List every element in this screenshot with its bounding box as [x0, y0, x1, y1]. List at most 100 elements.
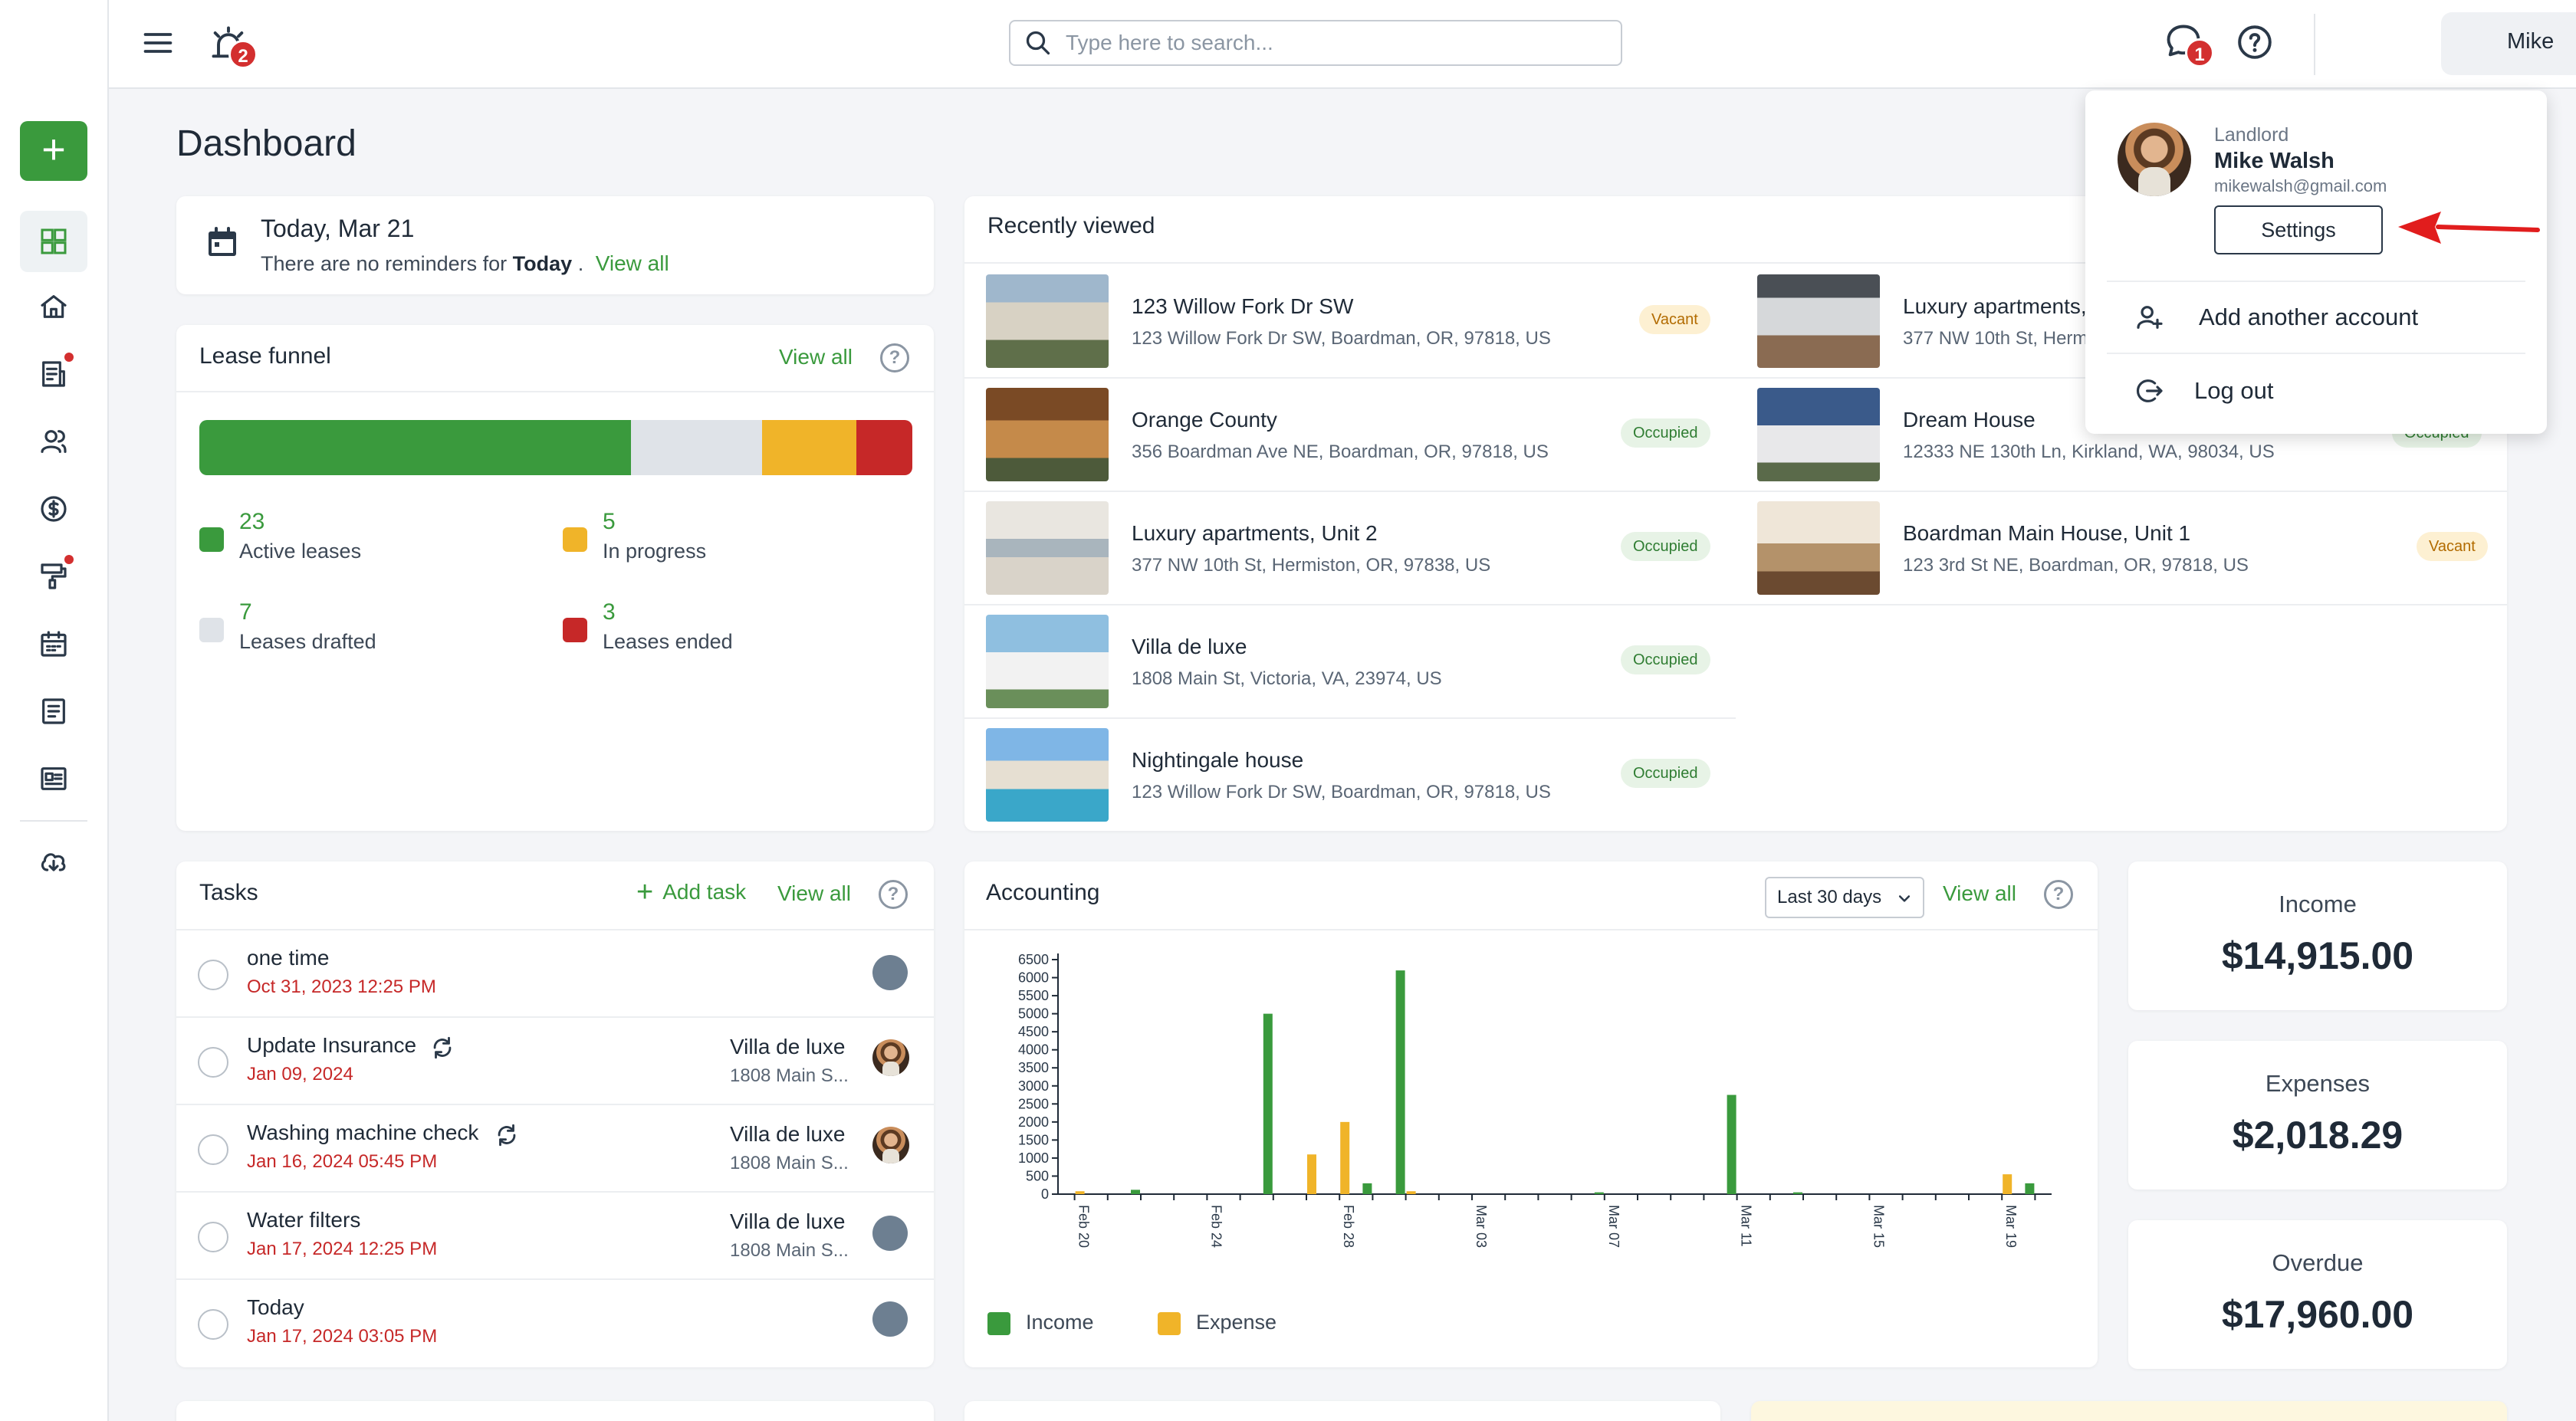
- expenses-stat-card[interactable]: Expenses $2,018.29: [2128, 1041, 2507, 1190]
- logout-menu-item[interactable]: Log out: [2107, 356, 2525, 426]
- task-row[interactable]: one time Oct 31, 2023 12:25 PM: [176, 930, 943, 1017]
- accounting-view-all-link[interactable]: View all: [1943, 881, 2016, 905]
- divider: [2107, 281, 2525, 282]
- income-label: Income: [2279, 891, 2357, 917]
- assignee-avatar: [872, 1301, 908, 1337]
- legend-swatch-in-progress: [563, 527, 587, 552]
- property-name: Nightingale house: [1132, 748, 1304, 772]
- task-checkbox[interactable]: [198, 1047, 228, 1078]
- logout-icon: [2137, 379, 2163, 402]
- status-badge: Occupied: [1621, 759, 1710, 788]
- search-bar[interactable]: [1009, 20, 1622, 66]
- status-badge: Occupied: [1621, 532, 1710, 561]
- income-value: $14,915.00: [2221, 934, 2414, 977]
- chat-icon[interactable]: 1: [2164, 21, 2214, 67]
- property-photo: [986, 728, 1109, 822]
- overdue-stat-card[interactable]: Overdue $17,960.00: [2128, 1220, 2507, 1369]
- tasks-view-all-link[interactable]: View all: [777, 881, 851, 905]
- reminders-view-all-link[interactable]: View all: [595, 251, 669, 275]
- nav-people[interactable]: [29, 417, 78, 466]
- funnel-segment-drafted[interactable]: [630, 420, 763, 475]
- recurring-icon: [429, 1035, 455, 1065]
- legend-income-label: Income: [1026, 1311, 1094, 1334]
- divider: [1736, 491, 2507, 492]
- task-title: Update Insurance: [247, 1033, 417, 1057]
- property-address: 12333 NE 130th Ln, Kirkland, WA, 98034, …: [1903, 441, 2275, 462]
- recent-property-item[interactable]: Luxury apartments, 377 NW 10th St, Herm: [1736, 265, 2507, 379]
- menu-icon[interactable]: [141, 26, 175, 64]
- task-date: Jan 16, 2024 05:45 PM: [247, 1151, 438, 1172]
- task-title: Water filters: [247, 1208, 361, 1232]
- property-photo: [986, 388, 1109, 481]
- task-property-address: 1808 Main S...: [730, 1153, 849, 1173]
- leases-ended-count[interactable]: 3: [603, 599, 616, 625]
- leases-drafted-count[interactable]: 7: [239, 599, 252, 625]
- dashboard-icon: [41, 228, 67, 254]
- lease-funnel-help-icon[interactable]: ?: [880, 343, 909, 372]
- account-role: Landlord: [2214, 124, 2289, 146]
- income-stat-card[interactable]: Income $14,915.00: [2128, 861, 2507, 1010]
- task-checkbox[interactable]: [198, 960, 228, 990]
- nav-leases[interactable]: [29, 350, 78, 399]
- nav-listings[interactable]: [29, 754, 78, 803]
- active-leases-count[interactable]: 23: [239, 509, 265, 534]
- settings-button[interactable]: Settings: [2214, 205, 2383, 254]
- nav-reports[interactable]: [29, 687, 78, 736]
- search-input[interactable]: [1066, 31, 1602, 55]
- help-icon[interactable]: [2236, 23, 2274, 65]
- divider: [176, 1191, 934, 1193]
- assignee-avatar: [872, 955, 908, 990]
- nav-properties[interactable]: [29, 282, 78, 331]
- recent-property-item[interactable]: Orange County 356 Boardman Ave NE, Board…: [964, 379, 1736, 492]
- nav-calendar[interactable]: [29, 619, 78, 668]
- tasks-help-icon[interactable]: ?: [879, 880, 908, 909]
- add-account-menu-item[interactable]: Add another account: [2107, 282, 2525, 353]
- funnel-segment-active[interactable]: [199, 420, 631, 475]
- task-row[interactable]: Water filters Jan 17, 2024 12:25 PM Vill…: [176, 1193, 943, 1279]
- funnel-segment-ended[interactable]: [856, 420, 912, 475]
- nav-accounting[interactable]: [29, 484, 78, 533]
- lease-funnel-view-all-link[interactable]: View all: [779, 345, 853, 369]
- recent-property-item[interactable]: 123 Willow Fork Dr SW 123 Willow Fork Dr…: [964, 265, 1736, 379]
- partial-card: [1751, 1401, 2507, 1421]
- task-row[interactable]: Update Insurance Jan 09, 2024 Villa de l…: [176, 1018, 943, 1104]
- document-building-icon: [42, 361, 65, 387]
- topbar-divider: [2314, 14, 2315, 75]
- task-checkbox[interactable]: [198, 1222, 228, 1252]
- task-row[interactable]: Washing machine check Jan 16, 2024 05:45…: [176, 1105, 943, 1192]
- user-menu-button[interactable]: Mike: [2441, 12, 2576, 75]
- date-range-value: Last 30 days: [1777, 887, 1882, 907]
- recent-property-item[interactable]: Villa de luxe 1808 Main St, Victoria, VA…: [964, 605, 1736, 719]
- nav-maintenance[interactable]: [29, 552, 78, 601]
- divider: [1736, 604, 2507, 605]
- reminders-card: Today, Mar 21 There are no reminders for…: [176, 196, 934, 294]
- property-address: 123 Willow Fork Dr SW, Boardman, OR, 978…: [1132, 328, 1551, 349]
- tasks-card: Tasks + Add task View all ? one time Oct…: [176, 861, 934, 1367]
- task-checkbox[interactable]: [198, 1309, 228, 1340]
- y-tick-label: 0: [1041, 1186, 1049, 1202]
- y-tick-label: 2000: [1018, 1114, 1049, 1130]
- recurring-icon: [494, 1122, 520, 1152]
- nav-dashboard[interactable]: [20, 211, 87, 272]
- notification-dot: [64, 555, 74, 564]
- accounting-help-icon[interactable]: ?: [2044, 880, 2073, 909]
- funnel-segment-in-progress[interactable]: [762, 420, 856, 475]
- recent-property-item[interactable]: Luxury apartments, Unit 2 377 NW 10th St…: [964, 492, 1736, 605]
- overdue-label: Overdue: [2272, 1249, 2364, 1276]
- in-progress-count[interactable]: 5: [603, 509, 616, 534]
- task-row[interactable]: Today Jan 17, 2024 03:05 PM: [176, 1280, 943, 1367]
- add-new-button[interactable]: +: [20, 121, 87, 181]
- divider: [964, 717, 1736, 719]
- divider: [176, 929, 934, 930]
- expense-bar: [2003, 1174, 2013, 1194]
- add-task-button[interactable]: + Add task: [636, 878, 746, 907]
- nav-download[interactable]: [29, 838, 78, 887]
- task-checkbox[interactable]: [198, 1134, 228, 1165]
- reminder-today: Today: [512, 252, 573, 275]
- recent-property-item[interactable]: Nightingale house 123 Willow Fork Dr SW,…: [964, 719, 1736, 832]
- alarm-icon[interactable]: 2: [209, 23, 258, 69]
- date-range-select[interactable]: Last 30 days: [1765, 877, 1924, 918]
- recent-property-item[interactable]: Boardman Main House, Unit 1 123 3rd St N…: [1736, 492, 2507, 605]
- y-tick-label: 6500: [1018, 952, 1049, 967]
- recent-property-item[interactable]: Dream House 12333 NE 130th Ln, Kirkland,…: [1736, 379, 2507, 492]
